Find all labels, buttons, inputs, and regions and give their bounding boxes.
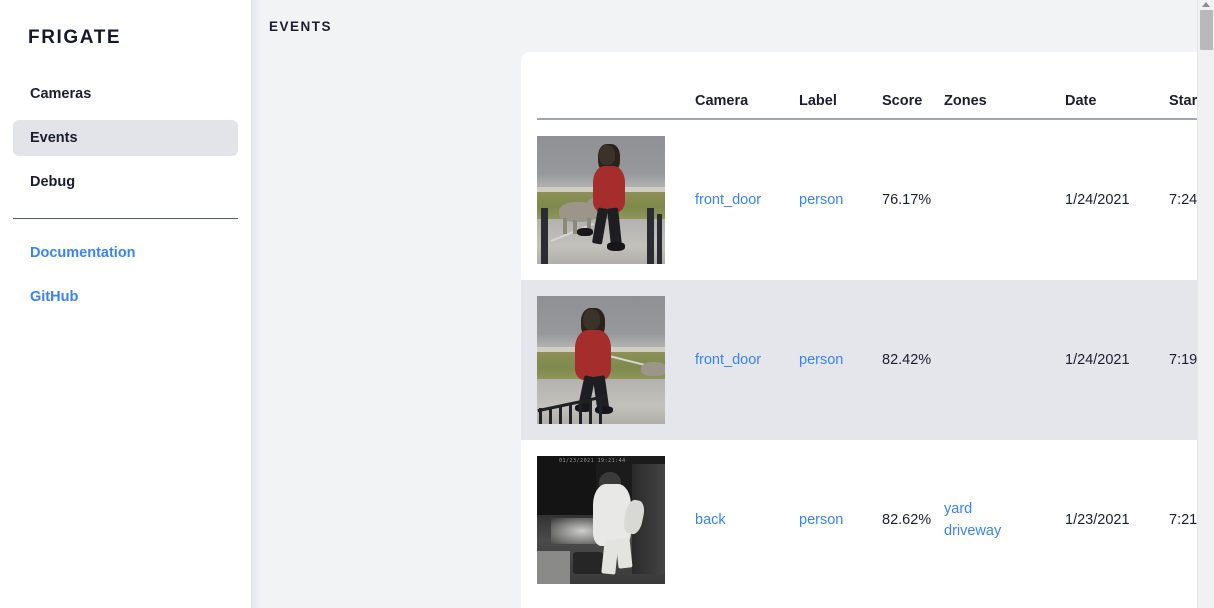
sidebar-nav: Cameras Events Debug bbox=[0, 76, 251, 200]
event-thumbnail-image[interactable]: 01/23/2021 19:21:44 bbox=[537, 456, 665, 584]
sidebar-external-links: Documentation GitHub bbox=[0, 235, 251, 315]
sidebar-link-label: GitHub bbox=[30, 289, 79, 305]
event-zone[interactable]: yard bbox=[944, 501, 973, 517]
column-header-label: Label bbox=[799, 93, 837, 109]
event-thumbnail-cell bbox=[537, 296, 695, 424]
column-header-date: Date bbox=[1065, 93, 1097, 109]
column-header-start: Start bbox=[1169, 93, 1203, 109]
event-camera[interactable]: back bbox=[695, 512, 726, 528]
event-camera[interactable]: front_door bbox=[695, 352, 762, 368]
sidebar-link-documentation[interactable]: Documentation bbox=[13, 235, 238, 271]
app-brand-title: FRIGATE bbox=[28, 27, 122, 48]
event-date: 1/23/2021 bbox=[1065, 512, 1130, 528]
thumbnail-timestamp-overlay: 01/23/2021 19:21:44 bbox=[559, 458, 626, 464]
sidebar-item-debug[interactable]: Debug bbox=[13, 164, 238, 200]
events-card: Camera Label Score Zones Date Start End bbox=[521, 52, 1214, 608]
column-header-score: Score bbox=[882, 93, 923, 109]
sidebar: FRIGATE Cameras Events Debug Documentati… bbox=[0, 0, 260, 608]
sidebar-item-label: Debug bbox=[30, 174, 76, 190]
sidebar-item-label: Events bbox=[30, 130, 78, 146]
main-content: EVENTS Camera Label Score Zones Date Sta… bbox=[251, 0, 1214, 608]
sidebar-item-label: Cameras bbox=[30, 86, 92, 102]
event-thumbnail-image[interactable] bbox=[537, 296, 665, 424]
table-row[interactable]: front_door person 82.42% 1/24/2021 7:19:… bbox=[521, 280, 1214, 440]
event-camera[interactable]: front_door bbox=[695, 192, 762, 208]
sidebar-item-events[interactable]: Events bbox=[13, 120, 238, 156]
table-row[interactable]: 01/23/2021 19:21:44 back person 82.62% y… bbox=[521, 440, 1214, 600]
event-zones[interactable]: yard driveway bbox=[944, 498, 1065, 542]
event-date: 1/24/2021 bbox=[1065, 192, 1130, 208]
table-row[interactable]: front_door person 76.17% 1/24/2021 7:24:… bbox=[521, 120, 1214, 280]
event-label[interactable]: person bbox=[799, 192, 844, 208]
event-thumbnail-image[interactable] bbox=[537, 136, 665, 264]
event-thumbnail-cell: 01/23/2021 19:21:44 bbox=[537, 456, 695, 584]
event-label[interactable]: person bbox=[799, 512, 844, 528]
events-table: Camera Label Score Zones Date Start End bbox=[521, 52, 1214, 600]
event-zone[interactable]: driveway bbox=[944, 523, 1002, 539]
sidebar-link-label: Documentation bbox=[30, 245, 136, 261]
sidebar-item-cameras[interactable]: Cameras bbox=[13, 76, 238, 112]
table-header-row: Camera Label Score Zones Date Start End bbox=[521, 52, 1214, 118]
table-header-divider bbox=[537, 118, 1214, 120]
event-score: 82.42% bbox=[882, 352, 932, 368]
page-scrollbar[interactable] bbox=[1197, 0, 1214, 608]
event-score: 82.62% bbox=[882, 512, 932, 528]
event-date: 1/24/2021 bbox=[1065, 352, 1130, 368]
column-header-camera: Camera bbox=[695, 93, 749, 109]
event-thumbnail-cell bbox=[537, 136, 695, 264]
sidebar-link-github[interactable]: GitHub bbox=[13, 279, 238, 315]
scroll-up-arrow-icon[interactable] bbox=[1202, 2, 1210, 7]
sidebar-divider bbox=[13, 218, 238, 219]
event-score: 76.17% bbox=[882, 192, 932, 208]
page-title: EVENTS bbox=[269, 19, 333, 34]
column-header-zones: Zones bbox=[944, 93, 987, 109]
event-label[interactable]: person bbox=[799, 352, 844, 368]
scrollbar-thumb[interactable] bbox=[1200, 10, 1213, 50]
